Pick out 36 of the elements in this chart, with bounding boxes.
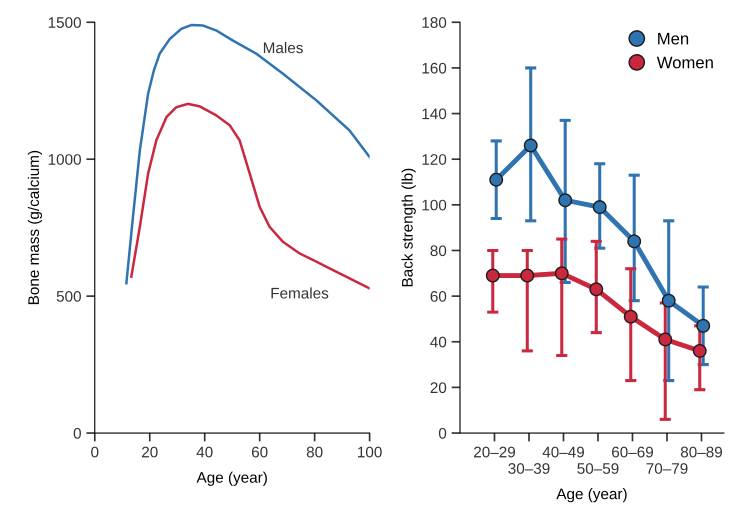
y-tick-label: 1000	[48, 154, 81, 165]
x-tick-label: 40	[196, 446, 213, 458]
y-tick-label: 40	[430, 336, 446, 348]
y-axis-title: Bone mass (g/calcium)	[28, 150, 42, 304]
y-tick-label: 1500	[48, 17, 81, 28]
series-label: Males	[264, 42, 303, 54]
y-tick-label: 180	[422, 17, 446, 28]
x-tick-label: 40–49	[542, 446, 584, 458]
y-axis-title: Back strength (lb)	[402, 168, 416, 286]
y-tick-label: 0	[438, 428, 446, 439]
x-tick-label: 50–59	[577, 463, 619, 474]
x-tick-label: 60–69	[612, 446, 653, 458]
y-tick-label: 60	[430, 290, 446, 302]
x-tick-label: 80	[306, 446, 323, 458]
x-tick-label: 60	[252, 446, 268, 458]
series-label: Females	[271, 287, 328, 299]
x-tick-label: 0	[91, 446, 98, 458]
y-tick-label: 100	[422, 200, 446, 211]
x-axis-title: Age (year)	[556, 488, 627, 502]
legend-label: Women	[656, 56, 713, 68]
y-tick-label: 500	[56, 290, 81, 302]
y-tick-label: 160	[422, 62, 446, 74]
y-tick-label: 0	[74, 428, 81, 439]
x-tick-label: 20–29	[474, 446, 516, 458]
line-series	[125, 24, 370, 284]
x-tick-label: 80–89	[680, 446, 722, 458]
x-tick-label: 70–79	[646, 463, 688, 474]
y-tick-label: 20	[430, 382, 446, 394]
x-tick-label: 100	[358, 446, 382, 458]
y-tick-label: 80	[430, 245, 446, 256]
y-tick-label: 120	[422, 154, 446, 165]
x-axis-title: Age (year)	[196, 472, 267, 486]
x-tick-label: 20	[142, 446, 158, 458]
legend-label: Men	[658, 32, 688, 45]
y-tick-label: 140	[422, 108, 446, 120]
x-tick-label: 30–39	[508, 463, 550, 474]
